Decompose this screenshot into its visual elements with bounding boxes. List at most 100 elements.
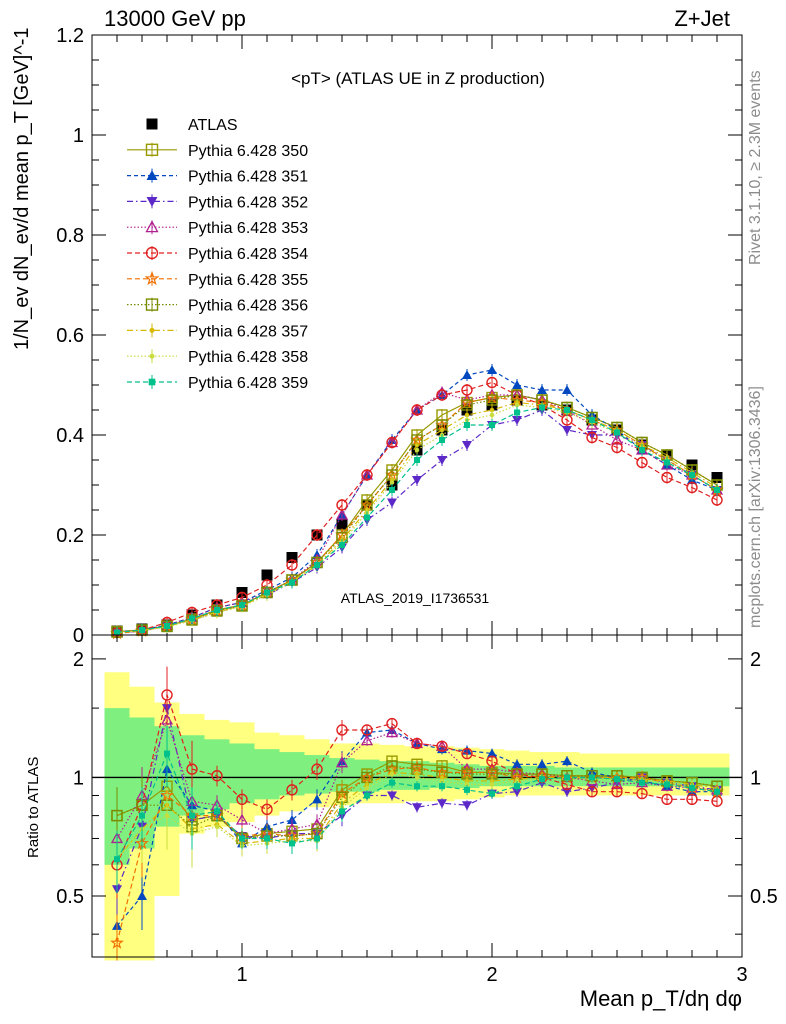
mc-point xyxy=(164,623,170,629)
mc-point xyxy=(411,404,423,416)
ratio-series-9 xyxy=(114,725,720,894)
ratio-point xyxy=(661,793,673,806)
ratio-plot-frame xyxy=(91,634,743,958)
ratio-point xyxy=(689,785,695,792)
x-tick-label: 3 xyxy=(736,964,747,986)
legend-marker xyxy=(146,118,158,130)
legend-label: Pythia 6.428 352 xyxy=(188,194,308,211)
ratio-point xyxy=(264,835,270,842)
ratio-y-tick-label-right: 1 xyxy=(750,767,761,789)
mc-point xyxy=(414,447,420,453)
ratio-point xyxy=(464,786,470,793)
mc-point xyxy=(639,447,645,453)
mc-point xyxy=(486,376,498,389)
ratio-point xyxy=(114,856,120,863)
ratio-point xyxy=(214,824,220,829)
ratio-point xyxy=(161,689,173,701)
ratio-point xyxy=(436,740,448,752)
mc-point xyxy=(512,380,522,389)
ratio-point xyxy=(464,782,470,787)
legend-marker xyxy=(146,197,158,207)
mc-point xyxy=(311,529,323,541)
x-tick-label: 1 xyxy=(236,964,247,986)
mc-point xyxy=(289,579,295,586)
plot-title: <pT> (ATLAS UE in Z production) xyxy=(291,69,545,88)
ratio-point xyxy=(289,840,295,847)
legend-marker xyxy=(148,378,156,386)
ratio-point xyxy=(539,776,545,783)
ratio-y-axis-label: Ratio to ATLAS xyxy=(25,757,42,858)
ratio-point xyxy=(537,759,547,769)
ratio-point xyxy=(512,759,522,769)
ratio-point xyxy=(214,808,220,815)
ratio-point xyxy=(514,783,520,790)
ratio-plot-panel: 1 2 3 0.5 0.5 1 1 2 2 Ratio to ATLAS Mean p_T/dη… xyxy=(25,634,778,1011)
ratio-point xyxy=(586,786,598,798)
ratio-point xyxy=(164,813,170,818)
ratio-point xyxy=(414,775,420,780)
ratio-point xyxy=(562,787,572,797)
mc-point xyxy=(489,422,495,428)
mc-point xyxy=(286,559,298,571)
mc-point xyxy=(564,407,570,413)
main-y-tick-label: 1.2 xyxy=(56,25,84,47)
legend-label: Pythia 6.428 353 xyxy=(188,220,308,237)
mc-point xyxy=(686,481,698,494)
mc-point xyxy=(336,499,348,511)
main-series-10 xyxy=(114,401,720,639)
ratio-point xyxy=(614,776,620,783)
main-y-tick-label: 0 xyxy=(73,625,84,647)
legend-marker xyxy=(149,327,155,333)
ratio-point xyxy=(339,808,345,815)
ratio-band-inner xyxy=(254,749,280,800)
mc-point xyxy=(439,437,445,443)
ratio-point xyxy=(110,935,124,949)
mc-point xyxy=(214,607,220,613)
legend-marker xyxy=(146,170,158,180)
main-y-tick-label: 0.6 xyxy=(56,325,84,347)
ratio-point xyxy=(335,756,349,768)
main-y-tick-label: 0.4 xyxy=(56,425,84,447)
mc-point xyxy=(264,589,270,596)
mc-point xyxy=(114,629,120,636)
ratio-point xyxy=(389,779,395,786)
mc-point xyxy=(389,487,395,493)
legend-label: Pythia 6.428 356 xyxy=(188,298,308,315)
ratio-point xyxy=(111,809,123,822)
main-y-tick-label: 0.8 xyxy=(56,225,84,247)
ratio-point xyxy=(462,801,472,811)
side-label-bottom: mcplots.cern.ch [arXiv:1306.3436] xyxy=(747,386,764,628)
ratio-y-tick-label-right: 0.5 xyxy=(750,886,778,908)
legend-marker xyxy=(145,143,159,157)
mc-point xyxy=(514,409,520,416)
ratio-point xyxy=(186,763,198,775)
header-right: Z+Jet xyxy=(674,6,730,31)
watermark: ATLAS_2019_I1736531 xyxy=(341,590,490,606)
ratio-point xyxy=(361,724,373,736)
legend-label: Pythia 6.428 357 xyxy=(188,323,308,340)
ratio-point xyxy=(664,781,670,788)
mc-point xyxy=(689,472,695,478)
ratio-point xyxy=(286,784,298,796)
ratio-point xyxy=(261,803,273,816)
ratio-point xyxy=(636,787,648,800)
ratio-point xyxy=(589,774,595,781)
legend-label: Pythia 6.428 358 xyxy=(188,349,308,366)
header-left: 13000 GeV pp xyxy=(104,6,246,31)
ratio-point xyxy=(164,750,170,757)
ratio-point xyxy=(411,737,423,750)
mc-point xyxy=(514,402,520,408)
ratio-point xyxy=(189,812,195,819)
mc-point xyxy=(489,412,495,418)
legend: ATLAS Pythia 6.428 350 Pythia 6.428 351 Pyt… xyxy=(127,117,308,392)
ratio-y-tick-label: 0.5 xyxy=(56,886,84,908)
mc-point xyxy=(139,627,145,633)
ratio-point xyxy=(312,794,322,804)
ratio-point xyxy=(512,787,522,797)
mc-point xyxy=(661,471,673,484)
legend-label: Pythia 6.428 354 xyxy=(188,246,308,263)
legend-label: ATLAS xyxy=(188,117,238,134)
legend-marker xyxy=(144,270,160,286)
ratio-point xyxy=(239,835,245,842)
ratio-point xyxy=(487,748,497,758)
